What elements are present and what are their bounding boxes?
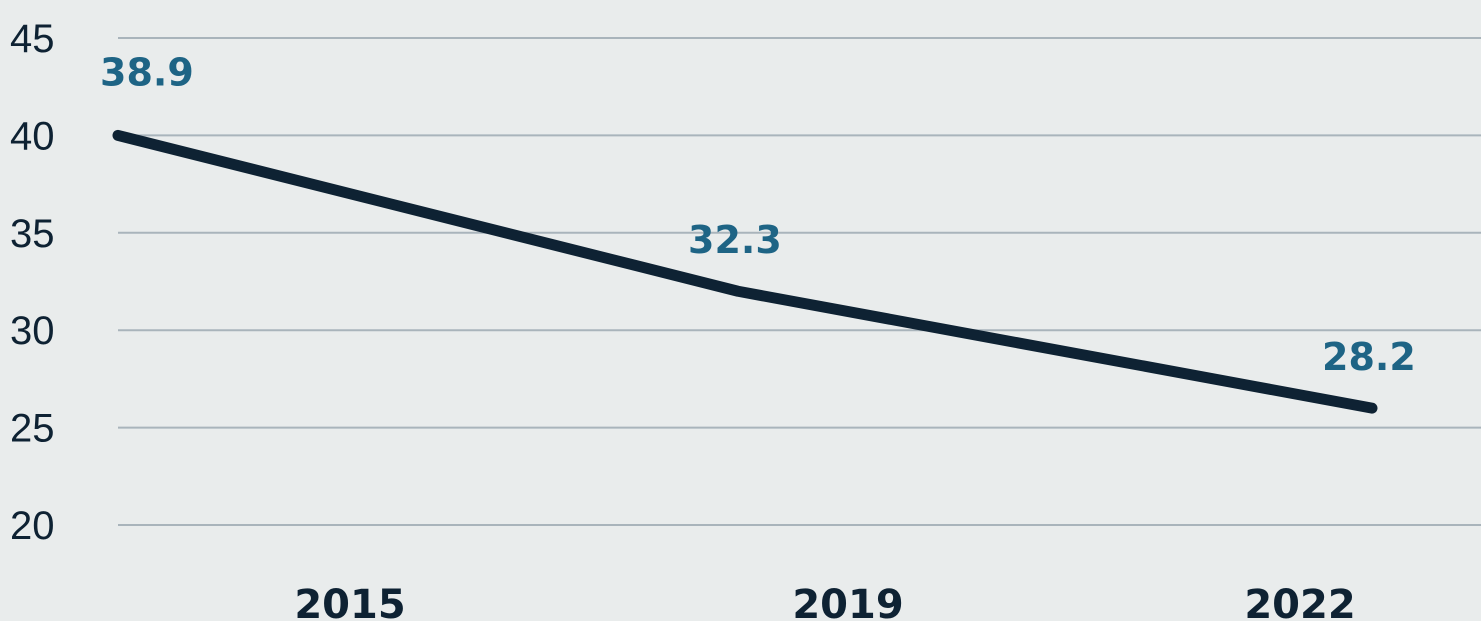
series-line	[112, 129, 1378, 414]
y-tick-label: 25	[10, 407, 55, 451]
x-tick-label: 2019	[792, 582, 903, 621]
x-tick-label: 2015	[294, 582, 405, 621]
series	[112, 129, 1378, 414]
y-tick-label: 35	[10, 212, 55, 256]
y-tick-label: 40	[10, 114, 55, 158]
gridlines	[118, 37, 1481, 526]
data-label: 32.3	[688, 218, 782, 262]
data-label: 38.9	[100, 50, 194, 94]
y-tick-label: 45	[10, 17, 55, 61]
x-tick-label: 2022	[1244, 582, 1355, 621]
data-labels: 38.9 32.3 28.2	[100, 50, 1416, 379]
y-tick-label: 20	[10, 504, 55, 548]
y-tick-label: 30	[10, 309, 55, 353]
data-label: 28.2	[1322, 335, 1416, 379]
x-axis-ticks: 2015 2019 2022	[294, 582, 1355, 621]
y-axis-ticks: 20 25 30 35 40 45	[10, 17, 55, 548]
